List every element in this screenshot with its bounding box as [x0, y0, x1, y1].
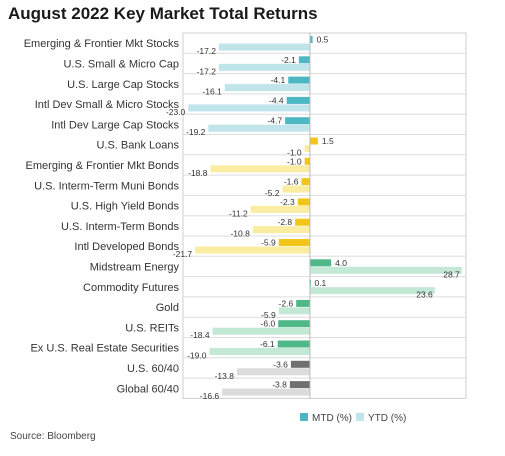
data-label-mtd: -3.8 [272, 380, 287, 390]
bar-ytd [304, 145, 310, 152]
data-label-ytd: 28.7 [443, 269, 460, 279]
bar-mtd [289, 381, 310, 389]
data-label-mtd: -4.4 [269, 95, 284, 105]
source-note: Source: Bloomberg [10, 431, 96, 442]
bar-mtd [290, 360, 310, 368]
data-label-ytd: -10.8 [230, 229, 250, 239]
category-label: Intl Developed Bonds [74, 241, 179, 253]
bar-mtd [286, 96, 310, 104]
data-label-mtd: -2.8 [277, 217, 292, 227]
data-label-mtd: 0.1 [314, 278, 326, 288]
category-label: Intl Dev Large Cap Stocks [51, 119, 179, 131]
legend-ytd-swatch [356, 413, 364, 421]
data-label-mtd: 0.5 [317, 35, 329, 45]
data-label-mtd: -6.1 [260, 339, 275, 349]
data-label-mtd: -1.0 [287, 156, 302, 166]
data-label-mtd: -6.0 [261, 319, 276, 329]
bar-mtd [309, 259, 332, 267]
data-label-ytd: -5.2 [265, 188, 280, 198]
bar-mtd [295, 218, 310, 226]
bar-ytd [224, 84, 310, 92]
bar-mtd [297, 198, 310, 206]
bar-mtd [285, 117, 310, 125]
bar-mtd [278, 320, 310, 328]
legend-mtd-label: MTD (%) [312, 413, 352, 424]
data-label-ytd: 23.6 [416, 290, 433, 300]
bar-mtd [304, 157, 310, 165]
data-label-mtd: -2.6 [279, 298, 294, 308]
category-label: U.S. 60/40 [127, 363, 179, 375]
data-label-ytd: -18.8 [188, 168, 208, 178]
data-label-ytd: -16.1 [202, 87, 222, 97]
chart-title: August 2022 Key Market Total Returns [8, 4, 318, 23]
bar-ytd [309, 287, 435, 295]
category-label: U.S. Bank Loans [96, 140, 179, 152]
data-label-mtd: -2.1 [281, 55, 296, 65]
data-label-mtd: -4.1 [271, 75, 286, 85]
data-label-mtd: -5.9 [261, 238, 276, 248]
data-label-ytd: -18.4 [190, 330, 210, 340]
bar-ytd [188, 104, 310, 112]
bar-mtd [288, 76, 310, 84]
bar-mtd [296, 299, 310, 307]
bar-ytd [208, 124, 310, 132]
bar-ytd [218, 63, 310, 71]
bar-mtd [278, 239, 310, 246]
category-label: U.S. High Yield Bonds [71, 201, 180, 213]
category-label: Emerging & Frontier Mkt Stocks [24, 38, 180, 50]
data-label-mtd: -1.6 [284, 177, 299, 187]
category-label: Ex U.S. Real Estate Securities [30, 343, 179, 355]
bar-ytd [278, 307, 310, 315]
category-label: Commodity Futures [83, 282, 179, 294]
bar-ytd [218, 43, 310, 51]
category-label: Midstream Energy [90, 261, 180, 273]
bar-ytd [309, 266, 462, 274]
data-label-ytd: -11.2 [229, 208, 248, 218]
bar-ytd [236, 368, 310, 376]
data-label-ytd: -21.7 [173, 249, 193, 259]
data-label-ytd: -5.9 [261, 310, 276, 320]
legend-mtd-swatch [300, 413, 308, 421]
data-label-ytd: -23.0 [166, 107, 186, 117]
category-label: U.S. Interm-Term Bonds [61, 221, 179, 233]
category-label: U.S. Large Cap Stocks [67, 79, 179, 91]
category-label: U.S. REITs [125, 322, 179, 334]
data-label-mtd: -3.6 [273, 359, 288, 369]
category-label: Emerging & Frontier Mkt Bonds [26, 160, 180, 172]
category-label: Global 60/40 [117, 383, 179, 395]
category-label: Intl Dev Small & Micro Stocks [35, 99, 180, 111]
data-label-mtd: 4.0 [335, 258, 347, 268]
bar-ytd [209, 348, 310, 355]
legend-ytd-label: YTD (%) [368, 413, 406, 424]
data-label-ytd: -16.6 [200, 391, 220, 401]
data-label-ytd: -17.2 [197, 46, 217, 56]
category-label: U.S. Interm-Term Muni Bonds [34, 180, 179, 192]
bar-mtd [301, 178, 310, 186]
bar-mtd [309, 36, 313, 43]
bar-ytd [250, 205, 310, 213]
bar-mtd [309, 137, 318, 145]
bar-ytd [282, 185, 310, 193]
bar-mtd [298, 56, 310, 64]
bar-ytd [210, 165, 310, 173]
data-label-ytd: -13.8 [215, 371, 235, 381]
data-label-mtd: -2.3 [280, 197, 295, 207]
category-label: U.S. Small & Micro Cap [63, 58, 179, 70]
bar-ytd [212, 327, 310, 335]
data-label-mtd: 1.5 [322, 136, 334, 146]
data-label-ytd: -19.0 [187, 351, 207, 361]
data-label-ytd: -1.0 [287, 148, 302, 158]
bar-ytd [222, 388, 310, 396]
bar-ytd [252, 226, 310, 234]
bar-ytd [195, 246, 310, 254]
data-label-ytd: -19.2 [186, 127, 206, 137]
bar-mtd [277, 340, 310, 348]
category-label: Gold [156, 302, 179, 314]
data-label-ytd: -17.2 [197, 66, 217, 76]
data-label-mtd: -4.7 [267, 116, 282, 126]
